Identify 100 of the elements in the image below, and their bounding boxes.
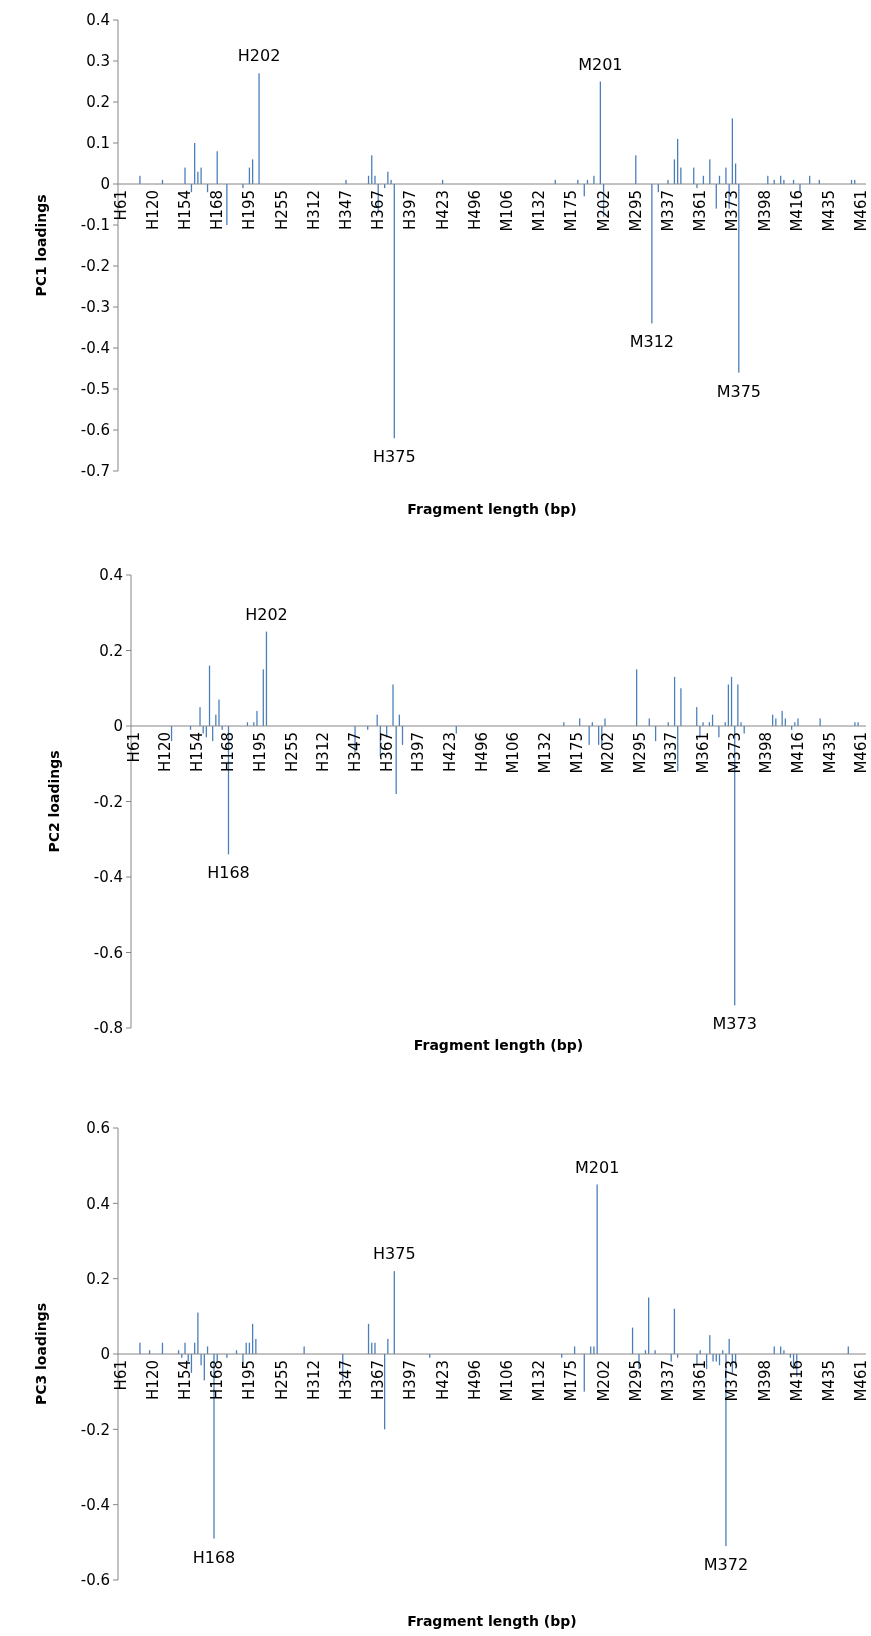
x-tick-label: M175: [562, 190, 581, 232]
annotation: H375: [373, 1244, 416, 1264]
x-tick-label: H496: [465, 1360, 484, 1400]
x-tick-label: M435: [820, 732, 839, 774]
x-tick-label: M337: [658, 1360, 677, 1402]
x-tick-label: H367: [369, 190, 388, 230]
x-tick-label: H423: [440, 732, 459, 772]
x-tick-label: M295: [626, 1360, 645, 1402]
x-tick-label: M202: [594, 190, 613, 232]
y-tick-label: -0.5: [80, 380, 110, 399]
x-tick-label: H347: [337, 1360, 355, 1400]
x-tick-label: H255: [272, 190, 291, 230]
annotation: H168: [192, 1547, 236, 1567]
x-tick-label: H154: [176, 1360, 195, 1400]
x-tick-label: H195: [240, 1360, 259, 1400]
annotation: H168: [207, 863, 250, 883]
x-tick-label: H120: [143, 190, 162, 230]
y-tick-label: 0.3: [86, 52, 110, 71]
annotation: H202: [245, 604, 288, 624]
y-tick-label: -0.3: [80, 298, 110, 317]
y-tick-label: -0.6: [80, 1571, 110, 1590]
x-tick-label: H61: [111, 1360, 130, 1391]
y-tick-label: 0.2: [86, 93, 110, 112]
x-tick-label: H423: [433, 1360, 452, 1400]
x-tick-label: M373: [725, 732, 744, 774]
x-axis-title: Fragment length (bp): [407, 501, 577, 517]
y-tick-label: -0.1: [80, 216, 110, 235]
x-tick-label: M461: [852, 1360, 871, 1402]
x-tick-label: M461: [852, 190, 871, 232]
y-tick-label: 0: [100, 175, 110, 194]
x-tick-label: H367: [377, 732, 396, 772]
y-tick-label: -0.2: [80, 1420, 110, 1439]
x-tick-label: M337: [662, 732, 681, 774]
x-tick-label: H397: [401, 190, 420, 230]
x-tick-label: M175: [562, 1360, 581, 1402]
y-tick-label: -0.4: [80, 339, 110, 358]
x-tick-label: M398: [757, 732, 776, 774]
x-tick-label: M435: [819, 1360, 838, 1402]
x-tick-label: M295: [630, 732, 649, 774]
x-axis-title: Fragment length (bp): [407, 1613, 577, 1629]
x-tick-label: M132: [530, 190, 549, 232]
x-tick-label: H195: [251, 732, 270, 772]
y-tick-label: 0: [100, 1345, 110, 1364]
x-tick-label: H397: [401, 1360, 420, 1400]
x-tick-label: H168: [208, 1360, 227, 1400]
x-tick-label: H195: [240, 190, 259, 230]
y-tick-label: 0: [113, 717, 123, 736]
x-tick-label: M175: [567, 732, 586, 774]
x-tick-label: H61: [124, 732, 143, 763]
x-tick-label: H154: [187, 732, 206, 772]
y-tick-label: -0.8: [93, 1019, 123, 1038]
x-tick-label: H120: [156, 732, 175, 772]
annotation: M201: [578, 54, 623, 74]
y-axis-title: PC3 loadings: [33, 1302, 49, 1406]
x-tick-label: H312: [304, 190, 323, 230]
x-tick-label: H312: [304, 1360, 323, 1400]
x-tick-label: M373: [723, 1360, 742, 1402]
y-tick-label: -0.7: [80, 462, 110, 481]
x-tick-label: H367: [369, 1360, 388, 1400]
y-tick-label: -0.2: [93, 792, 123, 811]
x-tick-label: H496: [472, 732, 491, 772]
x-tick-label: M435: [819, 190, 838, 232]
x-tick-label: M416: [788, 732, 807, 774]
x-tick-label: H423: [433, 190, 452, 230]
x-tick-label: M373: [723, 190, 742, 232]
annotation: M312: [629, 332, 675, 352]
y-tick-label: -0.2: [80, 257, 110, 276]
x-tick-label: M106: [497, 1360, 516, 1402]
x-tick-label: H312: [314, 732, 333, 772]
y-axis-title: PC1 loadings: [33, 194, 49, 297]
x-tick-label: M202: [599, 732, 618, 774]
y-tick-label: 0.1: [86, 134, 110, 153]
x-tick-label: M416: [787, 1360, 806, 1402]
x-tick-label: H154: [176, 190, 195, 230]
x-tick-label: H397: [409, 732, 428, 772]
x-tick-label: H168: [208, 190, 227, 230]
x-tick-label: H496: [465, 190, 484, 230]
x-tick-label: M106: [504, 732, 523, 774]
y-tick-label: 0.6: [86, 1119, 110, 1138]
x-tick-label: H120: [143, 1360, 162, 1400]
x-tick-label: H347: [346, 732, 365, 772]
x-tick-label: M416: [787, 190, 806, 232]
x-tick-label: M132: [530, 1360, 549, 1402]
y-tick-label: -0.4: [80, 1495, 110, 1514]
y-tick-label: 0.4: [86, 1194, 110, 1213]
y-tick-label: -0.6: [93, 943, 123, 962]
x-tick-label: M295: [626, 190, 645, 232]
x-tick-label: M106: [497, 190, 516, 232]
x-tick-label: M461: [852, 732, 871, 774]
y-tick-label: 0.4: [99, 566, 123, 585]
annotation: H375: [373, 447, 416, 467]
x-tick-label: H61: [111, 190, 130, 221]
annotation: M372: [703, 1555, 749, 1575]
y-tick-label: 0.4: [86, 11, 110, 30]
x-tick-label: M202: [594, 1360, 613, 1402]
y-tick-label: -0.6: [80, 421, 110, 440]
x-tick-label: M361: [694, 732, 713, 774]
x-tick-label: M132: [535, 732, 554, 774]
annotation: M201: [574, 1157, 620, 1177]
x-tick-label: H255: [282, 732, 301, 772]
